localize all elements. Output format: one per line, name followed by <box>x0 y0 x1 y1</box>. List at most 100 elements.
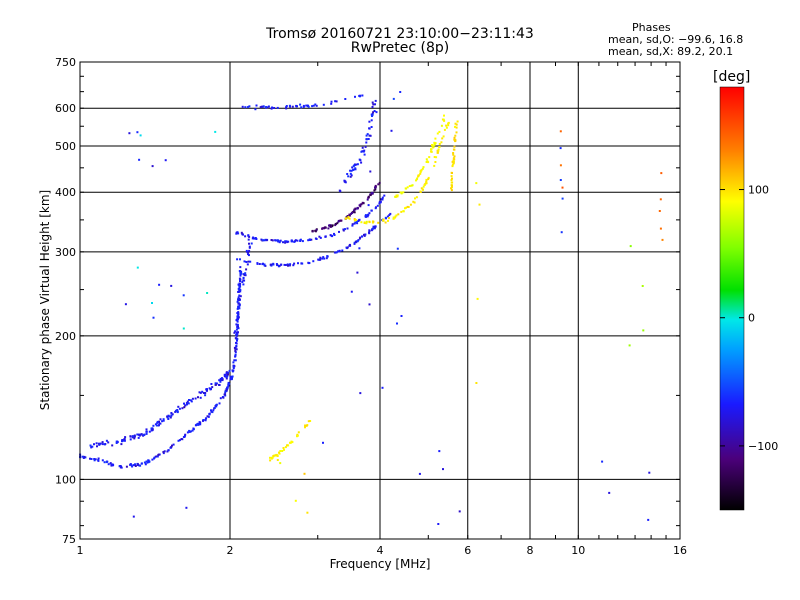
echo-point <box>419 172 422 175</box>
echo-point <box>360 221 363 224</box>
echo-point <box>91 445 94 448</box>
echo-point <box>356 163 359 166</box>
echo-point <box>136 266 139 269</box>
echo-point <box>182 436 185 438</box>
echo-point <box>181 438 184 441</box>
colorbar-tick-label: 0 <box>748 312 755 325</box>
echo-point <box>157 453 160 456</box>
echo-point <box>285 240 288 243</box>
echo-point <box>103 443 106 446</box>
echo-point <box>394 195 397 198</box>
colorbar-tick-label: −100 <box>748 440 778 453</box>
echo-point <box>138 158 141 161</box>
echo-point <box>206 388 208 391</box>
echo-point <box>241 105 244 108</box>
echo-point <box>450 186 453 189</box>
echo-point <box>331 224 334 227</box>
echo-point <box>450 175 453 178</box>
echo-point <box>174 410 177 413</box>
echo-point <box>283 448 285 451</box>
echo-point <box>204 419 207 421</box>
echo-point <box>162 418 165 421</box>
echo-point <box>228 369 231 372</box>
echo-point <box>83 455 86 458</box>
y-tick-label: 100 <box>55 473 76 486</box>
echo-point <box>120 443 123 446</box>
echo-point <box>334 224 337 227</box>
echo-point <box>357 239 360 242</box>
echo-point <box>440 141 443 144</box>
echo-point <box>162 452 165 455</box>
echo-point <box>214 383 217 386</box>
echo-point <box>454 138 457 141</box>
echo-point <box>124 303 127 306</box>
echo-point <box>204 392 207 394</box>
grid-lines <box>80 62 680 539</box>
echo-point <box>170 414 173 417</box>
echo-point <box>89 457 91 460</box>
echo-point <box>182 294 185 297</box>
echo-point <box>408 185 411 187</box>
echo-point <box>258 263 261 265</box>
echo-point <box>237 232 240 235</box>
echo-point <box>314 103 317 106</box>
echo-point <box>255 104 258 107</box>
echo-point <box>322 441 324 444</box>
echo-point <box>218 402 221 405</box>
echo-point <box>155 424 158 427</box>
echo-point <box>354 163 356 166</box>
echo-point <box>238 270 241 272</box>
echo-point <box>454 134 457 137</box>
echo-point <box>378 202 381 205</box>
echo-point <box>384 221 387 224</box>
echo-point <box>425 158 428 161</box>
echo-point <box>374 186 377 189</box>
echo-point <box>445 126 448 129</box>
echo-point <box>241 233 244 236</box>
echo-point <box>442 468 444 471</box>
echo-point <box>170 412 173 414</box>
echo-point <box>235 342 238 345</box>
echo-point <box>420 187 423 190</box>
echo-point <box>197 396 199 399</box>
echo-point <box>420 169 423 172</box>
echo-point <box>235 337 238 340</box>
echo-point <box>151 302 153 304</box>
echo-point <box>370 126 373 128</box>
echo-point <box>190 430 192 433</box>
echo-point <box>233 359 236 362</box>
echo-point <box>452 153 455 156</box>
echo-point <box>371 112 374 115</box>
echo-point <box>414 197 416 200</box>
echo-point <box>369 170 372 173</box>
echo-point <box>381 386 384 389</box>
echo-point <box>116 441 119 444</box>
echo-point <box>375 111 378 114</box>
echo-point <box>601 460 604 463</box>
echo-point <box>276 239 279 242</box>
echo-point <box>323 226 326 229</box>
echo-point <box>441 137 444 140</box>
echo-point <box>238 294 241 297</box>
echo-point <box>215 405 218 408</box>
echo-point <box>280 263 283 266</box>
echo-point <box>214 130 217 133</box>
echo-point <box>132 435 135 438</box>
echo-point <box>410 184 413 187</box>
echo-point <box>110 463 113 466</box>
echo-point <box>453 136 456 139</box>
echo-point <box>353 242 356 245</box>
echo-point <box>206 415 209 418</box>
echo-point <box>94 458 97 461</box>
echo-point <box>366 198 369 201</box>
echo-point <box>452 158 455 161</box>
echo-point <box>162 451 165 453</box>
echo-point <box>245 268 248 271</box>
echo-point <box>353 218 356 220</box>
echo-point <box>415 196 418 199</box>
echo-point <box>275 263 278 265</box>
echo-point <box>198 422 201 425</box>
echo-point <box>273 107 276 109</box>
y-axis-label: Stationary phase Virtual Height [km] <box>38 189 52 411</box>
